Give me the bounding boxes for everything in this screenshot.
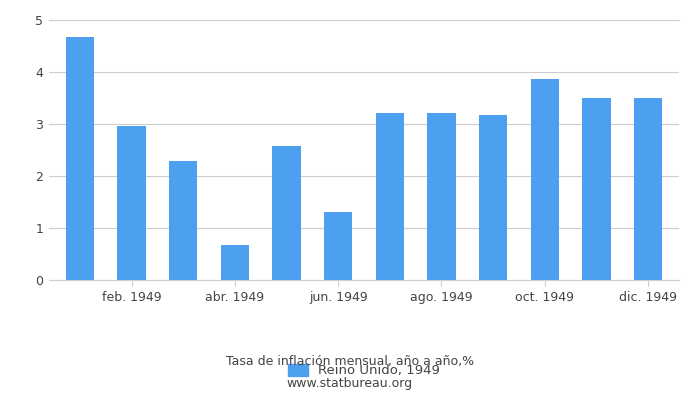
Text: www.statbureau.org: www.statbureau.org [287, 377, 413, 390]
Bar [169, 162, 197, 280]
Bar [376, 113, 404, 280]
Bar [531, 79, 559, 280]
Bar [118, 126, 146, 280]
Bar [634, 98, 662, 280]
Text: Tasa de inflación mensual, año a año,%: Tasa de inflación mensual, año a año,% [226, 356, 474, 368]
Bar [220, 245, 249, 280]
Bar [272, 146, 301, 280]
Bar [479, 115, 507, 280]
Bar [582, 98, 610, 280]
Legend: Reino Unido, 1949: Reino Unido, 1949 [283, 359, 445, 383]
Bar [427, 113, 456, 280]
Bar [324, 212, 352, 280]
Bar [66, 37, 94, 280]
